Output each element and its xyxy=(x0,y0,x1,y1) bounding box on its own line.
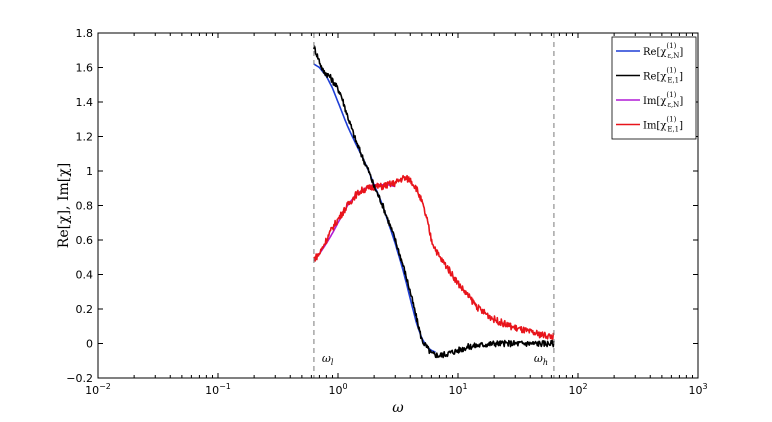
x-tick-label: 103 xyxy=(688,382,707,397)
y-tick-label: 1.6 xyxy=(76,62,94,75)
x-tick-label: 100 xyxy=(328,382,347,397)
legend-box xyxy=(611,36,697,140)
y-tick-label: 0.6 xyxy=(76,234,94,247)
vline-layer: ωl ωh xyxy=(313,33,555,378)
x-tick-label: 10−2 xyxy=(85,382,111,397)
y-tick-label: 1.2 xyxy=(76,131,94,144)
tick-layer: 10−2 10−1 100 101 102 103 −0.2 0 0.2 0.4 0.6 0.8 1 1.… xyxy=(66,27,707,397)
y-tick-label: −0.2 xyxy=(66,372,93,385)
y-tick-label: 1.8 xyxy=(76,27,94,40)
y-tick-label: 1 xyxy=(86,165,93,178)
x-axis-label: ω xyxy=(392,400,404,416)
marker-label-l: ωl xyxy=(322,352,334,367)
legend-entry: Im[χ(1) E,1] xyxy=(643,116,683,134)
legend: Re[χ(1) ε,N] Re[χ(1) E,1] Im[χ(1) ε,N] Im[χ(1)… xyxy=(611,36,697,140)
legend-entry: Re[χ(1) E,1] xyxy=(643,67,683,85)
x-tick-label: 102 xyxy=(568,382,587,397)
legend-entry: Re[χ(1) ε,N] xyxy=(643,42,683,60)
legend-entry: Im[χ(1) ε,N] xyxy=(643,91,683,109)
y-axis-label: Re[χ], Im[χ] xyxy=(56,163,72,248)
series-line-1 xyxy=(313,45,555,359)
y-tick-label: 0 xyxy=(86,338,93,351)
y-tick-label: 0.2 xyxy=(76,303,94,316)
y-tick-label: 1.4 xyxy=(76,96,94,109)
x-tick-label: 101 xyxy=(448,382,467,397)
series-line-3 xyxy=(313,174,555,341)
marker-label-h: ωh xyxy=(534,352,548,367)
y-tick-label: 0.4 xyxy=(76,269,94,282)
x-tick-label: 10−1 xyxy=(205,382,231,397)
series-layer xyxy=(313,45,555,359)
y-tick-label: 0.8 xyxy=(76,200,94,213)
